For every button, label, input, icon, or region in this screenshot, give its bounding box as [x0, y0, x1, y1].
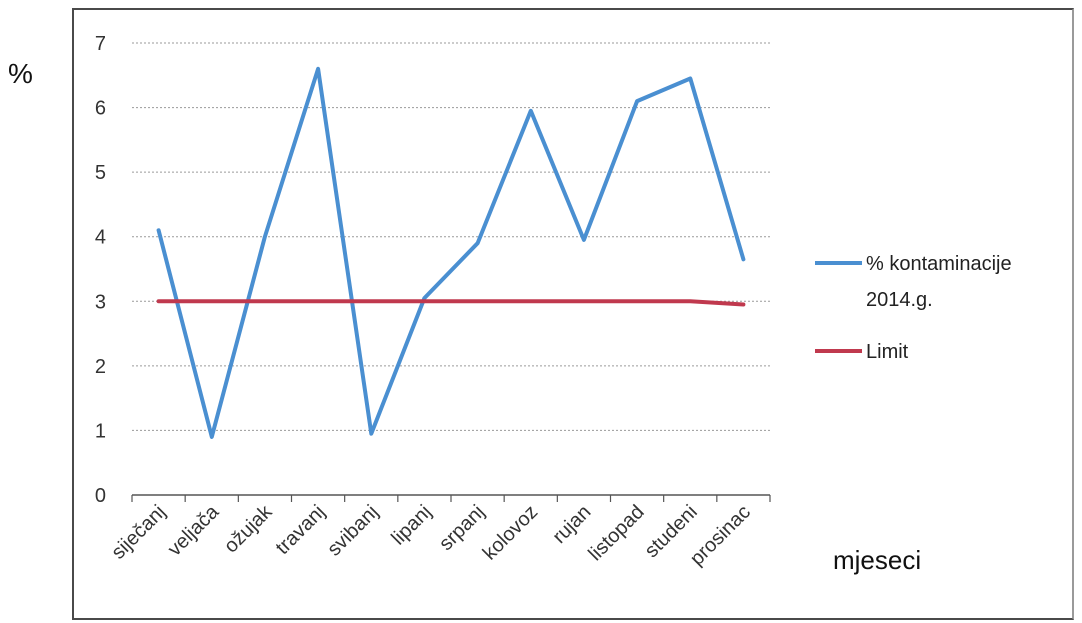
y-tick-label: 7	[95, 33, 106, 55]
legend-label: 2014.g.	[866, 289, 933, 311]
y-tick-label: 1	[95, 420, 106, 442]
x-tick-label: rujan	[548, 501, 595, 548]
x-tick-label: travanj	[272, 501, 330, 559]
x-tick-label: veljača	[164, 500, 224, 560]
contamination-series-line	[156, 66, 746, 439]
y-tick-label: 6	[95, 98, 106, 120]
y-tick-label: 5	[95, 162, 106, 184]
y-tick-label: 2	[95, 356, 106, 378]
y-tick-label: 0	[95, 485, 106, 507]
x-axis-label: mjeseci	[833, 545, 922, 575]
x-tick-label: lipanj	[387, 501, 436, 550]
y-tick-label: 3	[95, 291, 106, 313]
chart-frame	[72, 8, 1074, 620]
legend-label: % kontaminacije	[866, 253, 1012, 275]
legend-label: Limit	[866, 341, 909, 363]
x-tick-label: svibanj	[323, 501, 383, 561]
x-tick-label: ožujak	[220, 500, 277, 557]
x-tick-label: siječanj	[107, 501, 170, 564]
x-tick-label: listopad	[584, 501, 648, 565]
limit-series-line	[156, 299, 746, 307]
y-axis-label: %	[8, 58, 33, 89]
y-tick-label: 4	[95, 227, 106, 249]
x-tick-label: kolovoz	[479, 501, 543, 565]
